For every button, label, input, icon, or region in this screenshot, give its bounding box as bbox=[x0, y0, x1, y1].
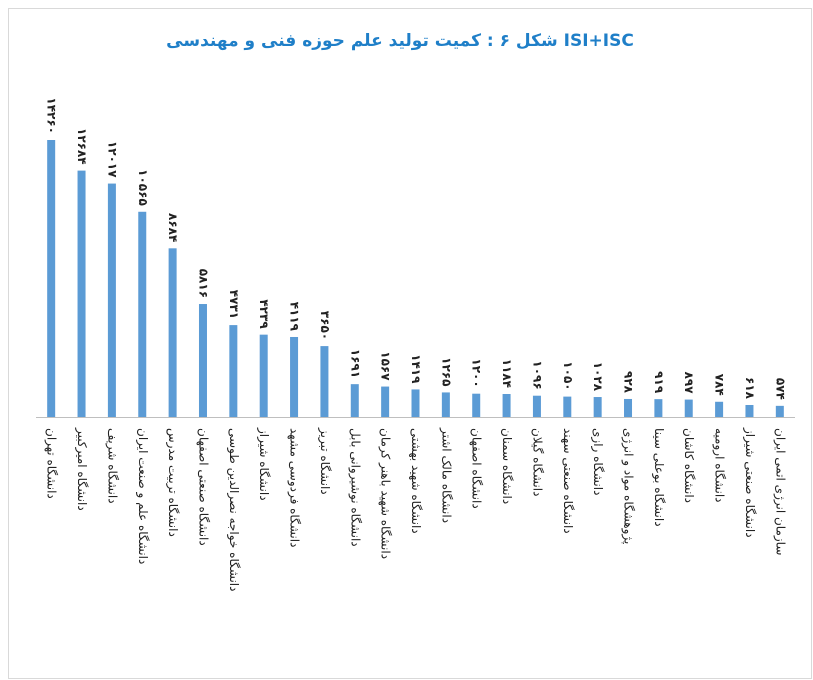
bar bbox=[290, 336, 299, 417]
bar bbox=[684, 399, 693, 417]
bar bbox=[47, 140, 56, 417]
value-label: ۵۸۱۶ bbox=[196, 269, 210, 298]
value-label: ۱۶۹۱ bbox=[348, 349, 362, 378]
chart-frame bbox=[8, 8, 812, 679]
bar bbox=[624, 398, 633, 417]
x-tick-label: دانشگاه تربیت مدرس bbox=[165, 428, 180, 537]
x-tick-label: دانشگاه فردوسی مشهد bbox=[287, 428, 302, 547]
value-label: ۸۹۷ bbox=[682, 372, 696, 395]
bar bbox=[745, 404, 754, 417]
value-label: ۱۲۶۵ bbox=[439, 357, 453, 386]
value-label: ۱۰۹۶ bbox=[530, 360, 544, 389]
x-tick-label: دانشگاه صنعتی سهند bbox=[561, 428, 575, 534]
bar bbox=[411, 389, 420, 417]
x-tick-label: دانشگاه تهران bbox=[44, 428, 59, 499]
value-label: ۱۰۵۰ bbox=[561, 361, 575, 390]
x-tick-label: دانشگاه کاشان bbox=[682, 428, 696, 503]
bar bbox=[168, 248, 177, 417]
bar bbox=[654, 399, 663, 417]
x-tick-label: پژوهشگاه مواد و انرژی bbox=[621, 428, 636, 544]
value-label: ۴۲۳۹ bbox=[257, 299, 271, 329]
value-label: ۴۷۳۱ bbox=[227, 290, 241, 319]
x-tick-label: دانشگاه علم و صنعت ایران bbox=[135, 428, 150, 564]
x-tick-label: دانشگاه مالک اشتر bbox=[438, 427, 453, 523]
bar bbox=[107, 183, 116, 417]
bar bbox=[138, 211, 147, 417]
x-tick-label: سازمان انرژی اتمی ایران bbox=[772, 428, 787, 555]
x-tick-label: دانشگاه شریف bbox=[104, 428, 119, 504]
bar bbox=[563, 396, 572, 417]
x-tick-label: دانشگاه صنعتی شیراز bbox=[742, 427, 757, 538]
bar bbox=[259, 334, 268, 417]
value-label: ۱۲۰۰ bbox=[470, 358, 484, 387]
x-tick-label: دانشگاه اصفهان bbox=[470, 428, 484, 509]
value-label: ۹۲۸ bbox=[622, 371, 636, 394]
bar bbox=[320, 346, 329, 417]
value-label: ۱۱۸۴ bbox=[500, 359, 514, 388]
x-tick-label: دانشگاه شیراز bbox=[256, 427, 271, 501]
x-tick-label: دانشگاه تبریز bbox=[317, 427, 332, 495]
value-label: ۱۰۵۶۵ bbox=[136, 169, 150, 206]
bar bbox=[198, 304, 207, 417]
bar bbox=[350, 384, 359, 417]
value-label: ۵۷۴ bbox=[773, 378, 787, 400]
bar bbox=[593, 397, 602, 417]
value-label: ۱۴۲۶۰ bbox=[45, 97, 59, 134]
value-label: ۱۰۲۸ bbox=[591, 362, 605, 392]
x-tick-label: دانشگاه شهید باهنر کرمان bbox=[378, 428, 393, 559]
bar bbox=[715, 401, 724, 417]
bar bbox=[502, 394, 511, 417]
x-tick-label: دانشگاه سمنان bbox=[500, 428, 514, 504]
value-label: ۱۵۶۷ bbox=[379, 351, 393, 381]
x-tick-label: دانشگاه خواجه نصرالدین طوسی bbox=[226, 428, 241, 591]
x-tick-label: دانشگاه نوشیروانی بابل bbox=[347, 428, 362, 547]
x-tick-label: دانشگاه صنعتی اصفهان bbox=[196, 428, 210, 546]
value-label: ۱۲۶۸۴ bbox=[75, 128, 89, 165]
bar bbox=[472, 393, 481, 417]
value-label: ۷۸۴ bbox=[713, 374, 727, 396]
x-tick-label: دانشگاه امیرکبیر bbox=[74, 427, 89, 511]
value-label: ۹۱۹ bbox=[652, 371, 666, 394]
value-label: ۱۴۱۹ bbox=[409, 354, 423, 384]
x-tick-label: دانشگاه بوعلی سینا bbox=[651, 428, 666, 527]
x-tick-label: دانشگاه رازی bbox=[590, 428, 605, 495]
value-label: ۴۱۱۹ bbox=[288, 302, 302, 332]
chart-title: شکل ۶ : کمیت تولید علم حوزه فنی و مهندسی… bbox=[166, 31, 634, 51]
value-label: ۳۶۵۰ bbox=[318, 311, 332, 340]
bar bbox=[229, 325, 238, 417]
x-tick-label: دانشگاه گیلان bbox=[530, 428, 544, 496]
x-tick-label: دانشگاه ارومیه bbox=[712, 428, 727, 503]
bar bbox=[381, 386, 390, 417]
value-label: ۶۱۸ bbox=[743, 377, 757, 400]
value-label: ۸۶۸۴ bbox=[166, 213, 180, 242]
bar bbox=[441, 392, 450, 417]
x-tick-label: دانشگاه شهید بهشتی bbox=[409, 428, 423, 534]
bar bbox=[77, 170, 86, 417]
value-label: ۱۲۰۱۷ bbox=[105, 141, 119, 178]
bar bbox=[532, 395, 541, 417]
bar bbox=[775, 405, 784, 417]
